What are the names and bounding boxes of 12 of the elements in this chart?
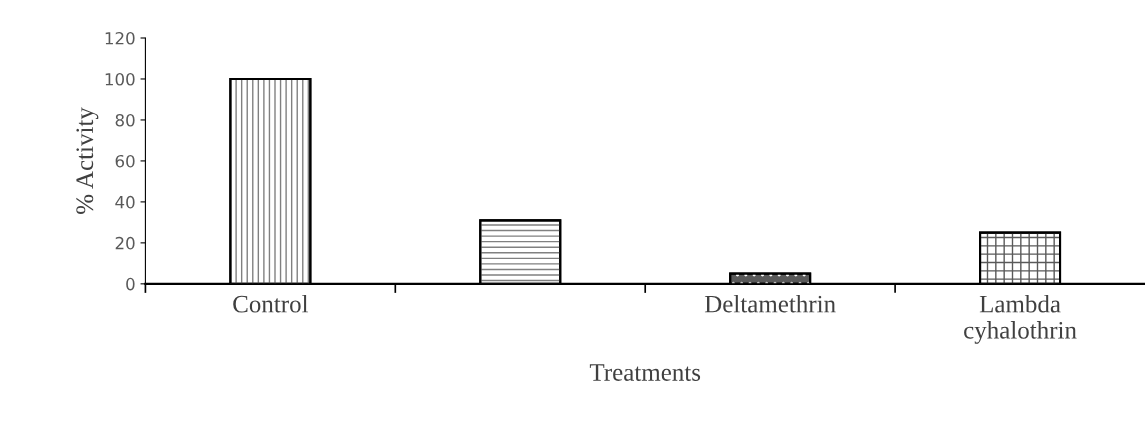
y-axis-title: % Activity <box>76 107 99 214</box>
x-axis-title: Treatments <box>589 364 701 381</box>
x-tick-label: Lambda cyhalothrin <box>964 294 1077 344</box>
y-tick-label: 100 <box>105 72 135 86</box>
y-tick-label: 20 <box>115 236 135 250</box>
x-tick-label: Control <box>233 294 309 313</box>
y-tick-label: 0 <box>126 277 135 291</box>
y-tick-label: 40 <box>115 195 135 209</box>
y-tick-label: 80 <box>115 113 135 127</box>
y-tick-label: 120 <box>105 31 135 45</box>
x-tick-label: Deltamethrin <box>704 294 836 313</box>
y-tick-label: 60 <box>115 154 135 168</box>
